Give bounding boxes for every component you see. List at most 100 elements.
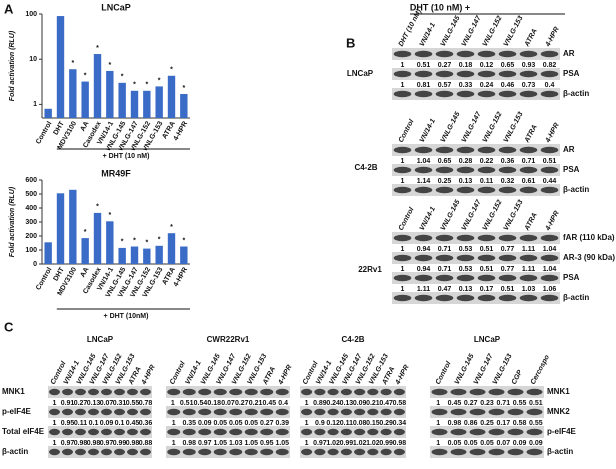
- quant-value: 0.73: [522, 82, 536, 89]
- blot-band: [327, 448, 339, 456]
- lane-label: Control: [435, 360, 453, 386]
- blot-band: [414, 90, 433, 98]
- blot-band: [393, 274, 412, 282]
- quant-value: 0.99: [113, 440, 127, 447]
- quant-value: 1: [305, 420, 309, 427]
- lane-label: VN/14-1: [419, 118, 437, 144]
- quant-value: 1: [436, 440, 440, 447]
- blot-band: [507, 388, 524, 396]
- quant-value: 1.05: [213, 440, 227, 447]
- blot-strip: [48, 446, 152, 458]
- lane-label: Cercospo: [530, 353, 552, 385]
- blot-band: [414, 254, 433, 262]
- blot-band: [450, 448, 467, 456]
- blot-band: [456, 294, 475, 302]
- blot-band: [380, 428, 392, 436]
- blot-band: [498, 166, 517, 174]
- blot-band: [488, 448, 505, 456]
- blot-band: [477, 274, 496, 282]
- bar: [93, 212, 102, 264]
- panel-label: C: [4, 319, 14, 334]
- quant-value: 0.39: [275, 420, 289, 427]
- quant-value: 0.54: [194, 400, 208, 407]
- quant-value: 1: [305, 400, 309, 407]
- blot-band: [367, 408, 379, 416]
- blot-band: [380, 408, 392, 416]
- quant-value: 1.03: [229, 440, 243, 447]
- blot-band: [519, 146, 538, 154]
- quant-value: 0.36: [139, 420, 153, 427]
- blot-band: [62, 428, 73, 436]
- blot-band: [435, 146, 454, 154]
- blot-band: [229, 448, 243, 456]
- blot-band: [393, 254, 412, 262]
- quant-value: 0.47: [438, 286, 452, 293]
- quant-value: 0.47: [379, 400, 393, 407]
- quant-value: 1: [53, 400, 57, 407]
- blot-band: [354, 388, 366, 396]
- blot-band: [260, 388, 274, 396]
- quant-value: 1.02: [366, 440, 380, 447]
- quant-value: 0.65: [501, 62, 515, 69]
- chart-title: LNCaP: [101, 2, 131, 12]
- quant-value: 0.45: [448, 400, 462, 407]
- bar: [155, 86, 163, 118]
- blot-band: [301, 408, 313, 416]
- bar: [44, 108, 52, 118]
- significance-mark: *: [182, 85, 185, 92]
- significance-mark: *: [84, 229, 87, 236]
- blot-strip: [300, 406, 406, 418]
- blot-band: [229, 388, 243, 396]
- lane-label: VN/14-1: [419, 22, 437, 48]
- blot-band: [431, 408, 448, 416]
- blot-band: [469, 448, 486, 456]
- blot-band: [101, 408, 112, 416]
- bar: [130, 246, 139, 264]
- blot-band: [301, 448, 313, 456]
- blot-band: [198, 448, 212, 456]
- quant-value: 1: [171, 400, 175, 407]
- blot-band: [314, 428, 326, 436]
- quant-value: 1.05: [275, 440, 289, 447]
- blot-band: [314, 388, 326, 396]
- quant-value: 1.04: [417, 158, 431, 165]
- blot-band: [314, 448, 326, 456]
- blot-strip: [300, 446, 406, 458]
- quant-value: 0.1: [89, 420, 99, 427]
- quant-value: 0.4: [545, 82, 555, 89]
- blot-band: [88, 408, 99, 416]
- blot-band: [414, 294, 433, 302]
- quant-value: 0.34: [393, 420, 407, 427]
- blot-band: [75, 408, 86, 416]
- quant-value: 1.03: [522, 286, 536, 293]
- lane-label: 4-HPR: [394, 364, 411, 387]
- blot-band: [167, 448, 181, 456]
- lane-label: VNLG-145: [454, 353, 476, 386]
- quant-value: 0.18: [459, 62, 473, 69]
- blot-band: [101, 448, 112, 456]
- blot-band: [140, 428, 151, 436]
- blot-band: [477, 70, 496, 78]
- quant-value: 0.12: [480, 62, 494, 69]
- y-tick-label: 300: [25, 219, 37, 226]
- quant-value: 0.4: [278, 400, 288, 407]
- blot-band: [414, 146, 433, 154]
- blot-band: [477, 234, 496, 242]
- quant-value: 0.36: [501, 158, 515, 165]
- blot-strip: [166, 406, 290, 418]
- y-axis-label: Fold activation (RLU): [9, 186, 16, 257]
- lane-label: ATRA: [261, 366, 277, 387]
- blot-band: [393, 146, 412, 154]
- blot-band: [435, 50, 454, 58]
- quant-value: 1.11: [522, 246, 535, 253]
- blot-band: [393, 70, 412, 78]
- blot-strip: [48, 386, 152, 398]
- quant-value: 0.51: [480, 246, 494, 253]
- blot-band: [498, 186, 517, 194]
- x-tick-label: Control: [35, 120, 54, 145]
- blot-band: [140, 408, 151, 416]
- blot-band: [127, 408, 138, 416]
- blot-band: [49, 428, 60, 436]
- quant-value: 0.95: [260, 440, 274, 447]
- row-label: fAR (110 kDa): [563, 233, 615, 242]
